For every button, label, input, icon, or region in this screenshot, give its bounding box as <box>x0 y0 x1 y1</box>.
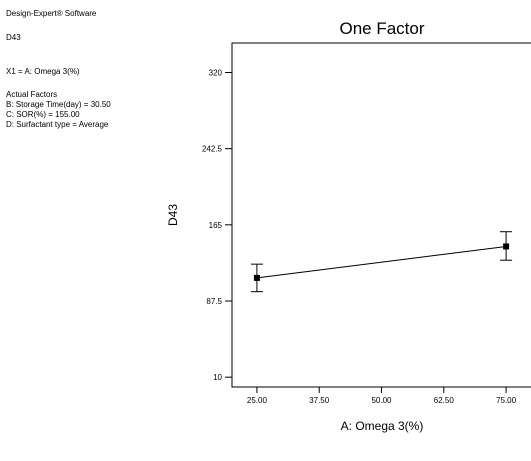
plot-frame <box>231 42 531 388</box>
x-tick-label: 37.50 <box>309 396 330 405</box>
data-point <box>253 274 260 281</box>
chart-title: One Factor <box>339 19 424 38</box>
software-label: Design-Expert® Software <box>6 9 97 18</box>
y-tick-label: 87.5 <box>206 297 222 306</box>
actual-factor-c: C: SOR(%) = 155.00 <box>6 110 80 119</box>
factor-label: X1 = A: Omega 3(%) <box>6 67 80 76</box>
x-tick-label: 50.00 <box>371 396 392 405</box>
x-tick-label: 75.00 <box>496 396 517 405</box>
actual-factors-block: Actual Factors B: Storage Time(day) = 30… <box>6 90 111 130</box>
y-tick-label: 242.5 <box>202 145 223 154</box>
actual-factor-d: D: Surfactant type = Average <box>6 120 109 129</box>
y-tick-label: 320 <box>209 68 223 77</box>
data-point <box>503 243 510 250</box>
x-tick-label: 25.00 <box>247 396 268 405</box>
x-tick-label: 62.50 <box>434 396 455 405</box>
actual-factors-title: Actual Factors <box>6 90 58 99</box>
y-tick-label: 165 <box>209 221 223 230</box>
y-axis-title: D43 <box>166 204 180 226</box>
series-line <box>256 245 507 279</box>
x-axis-title: A: Omega 3(%) <box>341 419 424 433</box>
actual-factor-b: B: Storage Time(day) = 30.50 <box>6 100 111 109</box>
y-tick-label: 10 <box>213 373 222 382</box>
response-label: D43 <box>6 33 21 42</box>
